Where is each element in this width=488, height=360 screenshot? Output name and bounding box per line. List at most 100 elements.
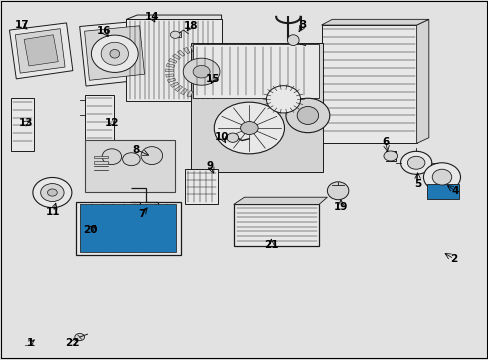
- Polygon shape: [24, 35, 58, 66]
- Polygon shape: [190, 46, 195, 52]
- Polygon shape: [229, 72, 237, 75]
- Polygon shape: [220, 52, 228, 58]
- Polygon shape: [165, 69, 173, 72]
- Polygon shape: [218, 87, 225, 93]
- Bar: [126, 19, 221, 101]
- Bar: [427, 184, 458, 199]
- Polygon shape: [227, 61, 235, 65]
- Polygon shape: [198, 45, 201, 51]
- Ellipse shape: [173, 50, 229, 93]
- Ellipse shape: [226, 133, 238, 142]
- Polygon shape: [222, 84, 230, 89]
- Polygon shape: [321, 19, 428, 25]
- Bar: [94, 161, 108, 164]
- Text: 1: 1: [26, 338, 34, 348]
- Ellipse shape: [75, 333, 84, 341]
- Text: 3: 3: [299, 20, 306, 30]
- Ellipse shape: [214, 102, 284, 154]
- Polygon shape: [416, 19, 428, 143]
- Ellipse shape: [47, 189, 57, 196]
- Polygon shape: [80, 21, 152, 86]
- Text: 21: 21: [264, 239, 278, 249]
- Bar: [11, 98, 34, 151]
- Polygon shape: [15, 29, 65, 73]
- Text: 19: 19: [333, 202, 347, 212]
- Text: 16: 16: [97, 26, 112, 36]
- Bar: [84, 140, 174, 192]
- Ellipse shape: [41, 184, 64, 202]
- Polygon shape: [166, 63, 174, 67]
- Polygon shape: [84, 26, 144, 80]
- Text: 20: 20: [82, 225, 97, 235]
- Polygon shape: [224, 56, 232, 61]
- Polygon shape: [186, 91, 192, 97]
- Polygon shape: [225, 80, 234, 85]
- Text: 18: 18: [183, 21, 198, 31]
- Ellipse shape: [327, 182, 348, 200]
- Bar: [190, 43, 322, 172]
- Ellipse shape: [287, 35, 299, 45]
- Ellipse shape: [110, 49, 120, 58]
- Ellipse shape: [285, 98, 329, 133]
- Bar: [84, 95, 114, 162]
- Polygon shape: [210, 46, 216, 53]
- Polygon shape: [177, 50, 184, 56]
- Text: 8: 8: [132, 144, 140, 154]
- Polygon shape: [194, 92, 198, 98]
- Polygon shape: [183, 48, 190, 54]
- Bar: [94, 156, 108, 158]
- Ellipse shape: [240, 122, 258, 134]
- Ellipse shape: [407, 156, 424, 169]
- Text: 10: 10: [215, 132, 229, 142]
- Text: 17: 17: [14, 20, 29, 30]
- Polygon shape: [172, 54, 180, 59]
- Ellipse shape: [170, 31, 180, 39]
- Polygon shape: [215, 49, 223, 55]
- Text: 7: 7: [138, 209, 145, 219]
- Polygon shape: [180, 89, 187, 95]
- Ellipse shape: [122, 153, 140, 166]
- Polygon shape: [9, 23, 73, 79]
- Ellipse shape: [101, 42, 128, 65]
- Ellipse shape: [423, 163, 460, 192]
- Polygon shape: [174, 86, 183, 91]
- Bar: [233, 204, 319, 246]
- Text: 11: 11: [46, 207, 61, 217]
- Bar: [321, 25, 416, 143]
- Polygon shape: [167, 78, 175, 82]
- Text: 2: 2: [449, 254, 457, 264]
- Ellipse shape: [266, 86, 300, 113]
- Polygon shape: [213, 90, 219, 96]
- Ellipse shape: [102, 149, 122, 165]
- Polygon shape: [207, 91, 212, 98]
- Ellipse shape: [297, 107, 318, 125]
- Bar: [193, 44, 319, 98]
- Ellipse shape: [431, 169, 451, 185]
- Text: 13: 13: [19, 118, 34, 128]
- Ellipse shape: [183, 58, 220, 85]
- Polygon shape: [228, 76, 236, 80]
- Polygon shape: [201, 93, 205, 98]
- Text: 4: 4: [450, 186, 458, 196]
- Polygon shape: [233, 197, 327, 204]
- Ellipse shape: [383, 151, 397, 161]
- Polygon shape: [170, 82, 178, 87]
- Ellipse shape: [141, 147, 162, 165]
- Text: 5: 5: [413, 179, 420, 189]
- Text: 6: 6: [382, 138, 389, 147]
- Ellipse shape: [33, 177, 72, 208]
- Text: 9: 9: [206, 161, 213, 171]
- Polygon shape: [168, 58, 177, 63]
- Bar: [80, 204, 176, 252]
- Ellipse shape: [193, 66, 210, 78]
- Text: 22: 22: [65, 338, 80, 348]
- Text: 15: 15: [205, 74, 220, 84]
- Ellipse shape: [400, 151, 431, 174]
- Polygon shape: [165, 74, 174, 77]
- Text: 14: 14: [144, 12, 159, 22]
- Ellipse shape: [91, 35, 138, 72]
- Polygon shape: [229, 66, 237, 69]
- Text: 12: 12: [104, 118, 119, 128]
- Polygon shape: [204, 45, 209, 51]
- Bar: [184, 169, 218, 204]
